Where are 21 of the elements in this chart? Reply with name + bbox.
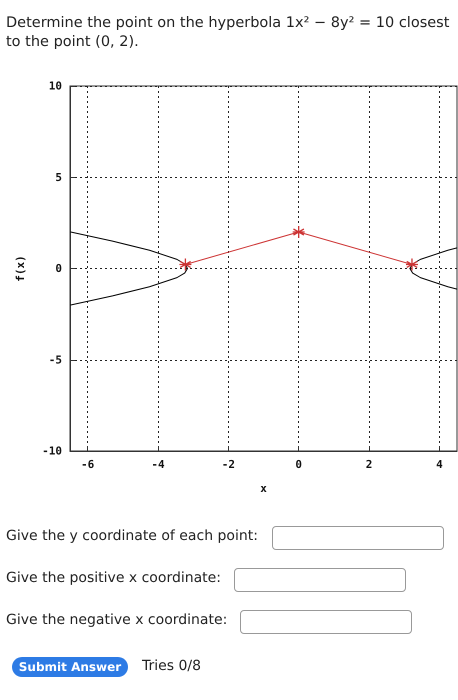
text: Give the y coordinate of each point:	[6, 528, 258, 544]
line-series	[70, 232, 188, 306]
y-tick-label: 0	[55, 262, 62, 275]
text: Tries 0/8	[142, 658, 202, 674]
submit-button: Submit Answer	[12, 657, 128, 677]
y-tick-label: -5	[48, 353, 62, 366]
text: Give the negative x coordinate:	[6, 612, 228, 628]
x-tick-label: -4	[151, 458, 165, 471]
x-tick-label: 2	[366, 458, 372, 471]
y-tick-label: 5	[55, 170, 62, 184]
line-series	[409, 247, 458, 290]
y-tick-label: -10	[42, 444, 62, 458]
x-tick-label: 0	[295, 458, 302, 471]
chart-title: Determine the point on the hyperbola 1x² − 8y² = 10 closest to the point (0, 2).	[6, 14, 450, 52]
x-axis-title: x	[260, 482, 268, 495]
x-tick-label: -2	[222, 458, 235, 471]
y-axis-title: f(x)	[14, 255, 27, 282]
text: Give the positive x coordinate:	[6, 570, 221, 586]
x-tick-label: -6	[80, 458, 95, 471]
y-tick-label: 10	[48, 80, 62, 92]
x-tick-label: 4	[436, 458, 444, 471]
